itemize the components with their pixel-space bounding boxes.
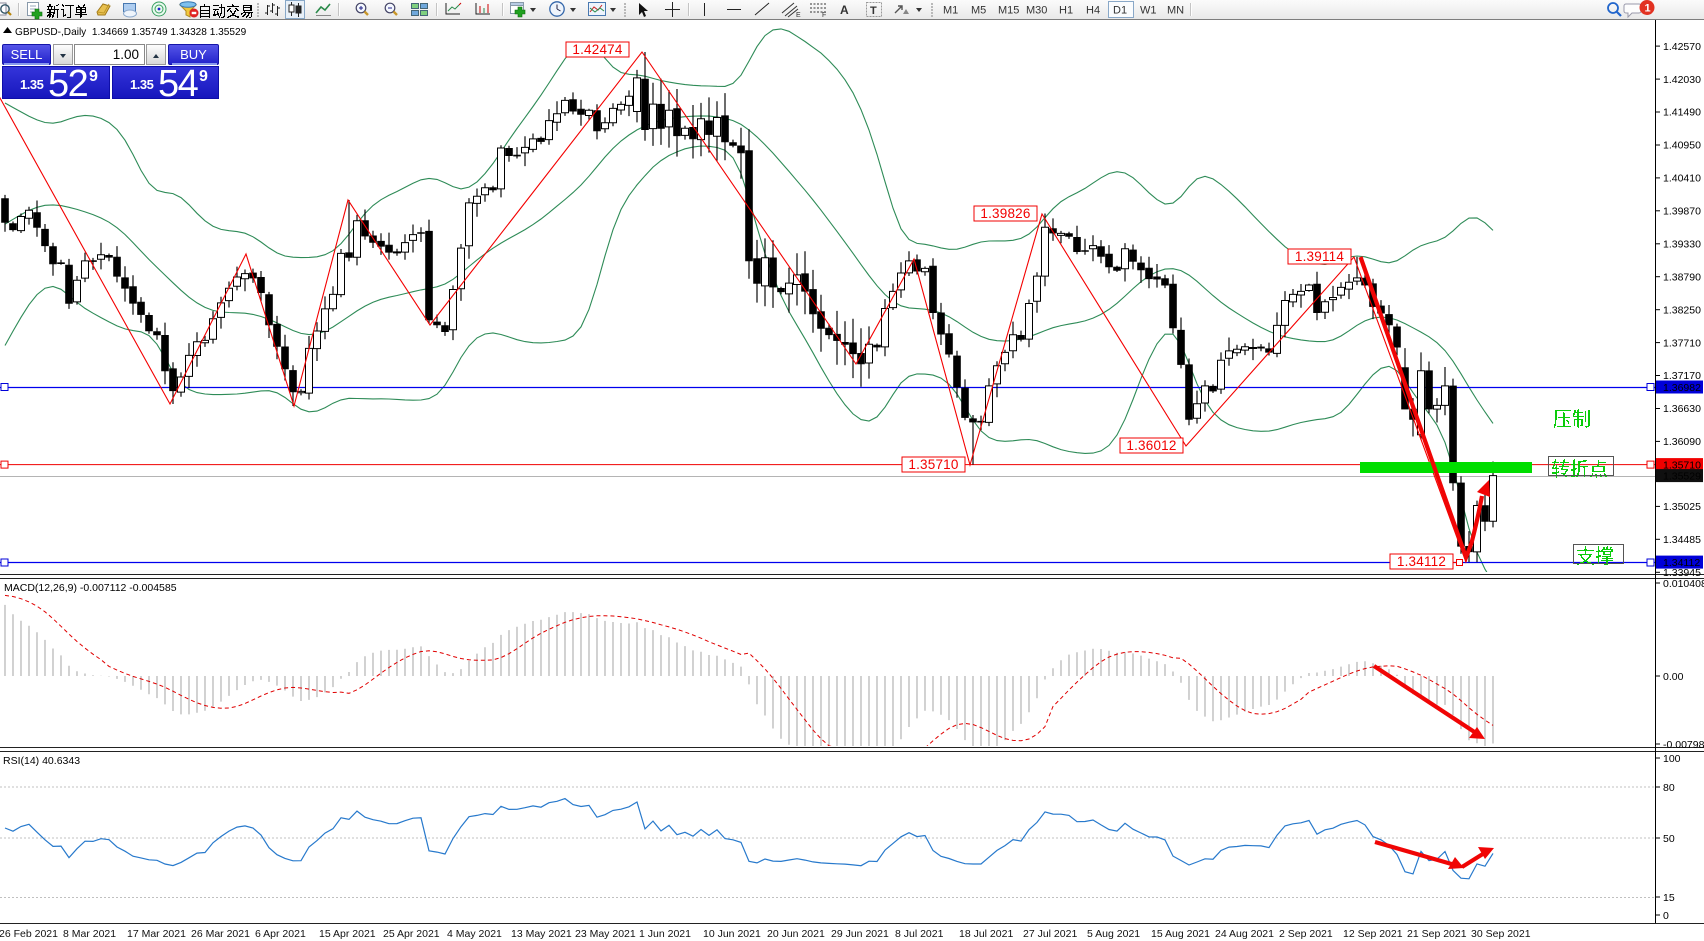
svg-text:1.38250: 1.38250 [1663,304,1701,316]
svg-text:17 Mar 2021: 17 Mar 2021 [127,928,186,940]
svg-text:25 Apr 2021: 25 Apr 2021 [383,928,440,940]
svg-text:-0.007985: -0.007985 [1663,739,1704,751]
svg-text:24 Aug 2021: 24 Aug 2021 [1215,928,1274,940]
svg-text:1.41490: 1.41490 [1663,107,1701,119]
svg-text:1.39114: 1.39114 [1295,249,1344,264]
svg-text:1.37710: 1.37710 [1663,337,1701,349]
svg-text:20 Jun 2021: 20 Jun 2021 [767,928,825,940]
svg-text:1.38790: 1.38790 [1663,271,1701,283]
svg-text:1.36982: 1.36982 [1663,382,1701,394]
svg-text:21 Sep 2021: 21 Sep 2021 [1407,928,1467,940]
svg-text:12 Sep 2021: 12 Sep 2021 [1343,928,1403,940]
svg-text:H1: H1 [1059,5,1073,17]
svg-text:1.35710: 1.35710 [1663,459,1701,471]
svg-text:MACD(12,26,9) -0.007112 -0.004: MACD(12,26,9) -0.007112 -0.004585 [4,582,177,594]
svg-text:15: 15 [1663,892,1675,904]
svg-text:T: T [870,5,877,17]
svg-text:1.33945: 1.33945 [1663,567,1701,579]
svg-text:27 Jul 2021: 27 Jul 2021 [1023,928,1077,940]
svg-text:M1: M1 [943,5,958,17]
svg-text:1.35710: 1.35710 [908,457,958,472]
svg-text:30 Sep 2021: 30 Sep 2021 [1471,928,1531,940]
svg-text:1.42570: 1.42570 [1663,41,1701,53]
svg-text:M30: M30 [1026,5,1047,17]
svg-text:1.34485: 1.34485 [1663,534,1701,546]
svg-text:W1: W1 [1140,5,1157,17]
svg-text:5 Aug 2021: 5 Aug 2021 [1087,928,1140,940]
svg-text:F: F [822,12,826,19]
svg-text:18 Jul 2021: 18 Jul 2021 [959,928,1013,940]
svg-text:1.39870: 1.39870 [1663,206,1701,218]
svg-text:8 Mar 2021: 8 Mar 2021 [63,928,116,940]
svg-text:23 May 2021: 23 May 2021 [575,928,636,940]
svg-text:1.36090: 1.36090 [1663,436,1701,448]
svg-text:0.00: 0.00 [1663,671,1684,683]
svg-text:GBPUSD-,Daily 1.34669 1.35749: GBPUSD-,Daily 1.34669 1.35749 1.34328 1.… [15,27,247,38]
svg-text:M5: M5 [971,5,986,17]
svg-text:13 May 2021: 13 May 2021 [511,928,572,940]
svg-text:H4: H4 [1086,5,1100,17]
svg-text:2 Sep 2021: 2 Sep 2021 [1279,928,1333,940]
svg-text:15 Apr 2021: 15 Apr 2021 [319,928,376,940]
svg-text:1.40410: 1.40410 [1663,173,1701,185]
svg-text:15 Aug 2021: 15 Aug 2021 [1151,928,1210,940]
svg-text:1.34112: 1.34112 [1397,554,1446,569]
svg-text:1.35529: 1.35529 [1663,470,1701,482]
svg-text:1.35025: 1.35025 [1663,501,1701,513]
svg-text:26 Feb 2021: 26 Feb 2021 [0,928,58,940]
svg-text:1.36630: 1.36630 [1663,403,1701,415]
svg-text:RSI(14) 40.6343: RSI(14) 40.6343 [3,755,80,767]
svg-text:4 May 2021: 4 May 2021 [447,928,502,940]
svg-text:E: E [796,12,801,19]
svg-text:10 Jun 2021: 10 Jun 2021 [703,928,761,940]
svg-text:0: 0 [1663,910,1669,922]
svg-text:50: 50 [1663,833,1675,845]
svg-text:D1: D1 [1113,5,1127,17]
svg-text:MN: MN [1167,5,1184,17]
svg-text:1.42474: 1.42474 [572,42,622,57]
svg-text:8 Jul 2021: 8 Jul 2021 [895,928,944,940]
svg-text:1.37170: 1.37170 [1663,370,1701,382]
svg-text:6 Apr 2021: 6 Apr 2021 [255,928,306,940]
svg-text:M15: M15 [998,5,1019,17]
svg-text:1 Jun 2021: 1 Jun 2021 [639,928,691,940]
svg-text:A: A [840,3,849,17]
svg-text:1.36012: 1.36012 [1126,438,1176,453]
svg-text:1.39330: 1.39330 [1663,239,1701,251]
svg-text:1: 1 [1645,3,1651,15]
svg-text:1.34112: 1.34112 [1663,557,1700,569]
svg-text:80: 80 [1663,782,1675,794]
svg-text:100: 100 [1663,753,1681,765]
svg-text:1.40950: 1.40950 [1663,140,1701,152]
svg-text:29 Jun 2021: 29 Jun 2021 [831,928,889,940]
svg-text:26 Mar 2021: 26 Mar 2021 [191,928,250,940]
svg-text:1.39826: 1.39826 [980,206,1030,221]
svg-text:0.010408: 0.010408 [1663,578,1704,590]
svg-text:1.42030: 1.42030 [1663,74,1701,86]
